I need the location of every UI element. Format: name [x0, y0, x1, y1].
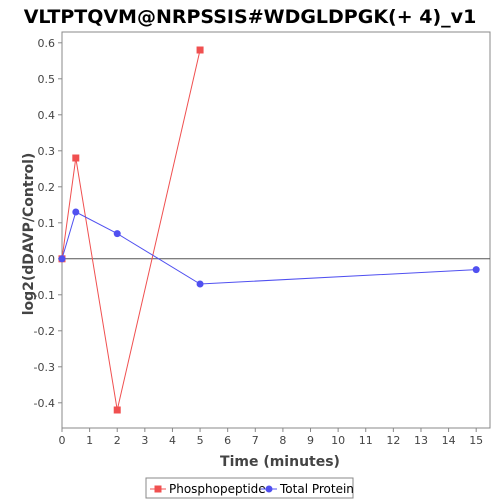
x-tick-label: 5 [197, 434, 204, 447]
x-tick-label: 3 [141, 434, 148, 447]
legend-marker-circle [265, 485, 273, 493]
legend-box [145, 477, 354, 499]
data-point-square [72, 154, 80, 162]
y-tick-label: 0.4 [38, 109, 56, 122]
x-tick-label: 0 [59, 434, 66, 447]
series-line-phosphopeptide [61, 49, 201, 411]
y-tick-label: 0.3 [38, 145, 56, 158]
x-tick-label: 9 [307, 434, 314, 447]
data-point-circle [472, 266, 480, 274]
x-tick-label: 11 [359, 434, 373, 447]
data-point-circle [113, 230, 121, 238]
legend-marker-square [154, 485, 162, 493]
x-tick-label: 15 [469, 434, 483, 447]
y-axis-ticks: -0.4 -0.3 -0.2 -0.1 0.0 0.1 0.2 0.3 0.4 0.5 0.6 [34, 37, 62, 410]
y-tick-label: 0.6 [38, 37, 56, 50]
data-point-square [196, 46, 204, 54]
legend-label: Phosphopeptide [169, 482, 266, 496]
data-series [58, 46, 480, 414]
data-point-circle [72, 208, 80, 216]
x-tick-label: 4 [169, 434, 176, 447]
y-tick-label: 0.5 [38, 73, 56, 86]
y-tick-label: -0.1 [34, 289, 55, 302]
chart-title: VLTPTQVM@NRPSSIS#WDGLDPGK(+ 4)_v1 [24, 6, 477, 28]
y-tick-label: -0.2 [34, 325, 55, 338]
y-tick-label: 0.2 [38, 181, 56, 194]
data-point-circle [58, 255, 66, 263]
y-tick-label: 0.0 [38, 253, 56, 266]
x-tick-label: 14 [442, 434, 456, 447]
x-tick-label: 6 [224, 434, 231, 447]
y-tick-label: -0.3 [34, 361, 55, 374]
x-tick-label: 1 [86, 434, 93, 447]
x-tick-label: 10 [331, 434, 345, 447]
x-tick-label: 2 [114, 434, 121, 447]
y-tick-label: -0.4 [34, 397, 55, 410]
legend: Phosphopeptide Total Protein [145, 477, 354, 499]
data-point-circle [196, 280, 204, 288]
x-axis-ticks: 0 1 2 3 4 5 6 7 8 9 10 11 12 13 14 15 [59, 428, 483, 447]
plot-area [61, 31, 491, 429]
y-axis-label: log2(dDAVP/Control) [21, 153, 37, 316]
y-tick-label: 0.1 [38, 217, 56, 230]
x-tick-label: 12 [386, 434, 400, 447]
x-tick-label: 7 [252, 434, 259, 447]
x-axis-label: Time (minutes) [220, 454, 340, 470]
x-tick-label: 8 [279, 434, 286, 447]
legend-label: Total Protein [279, 482, 354, 496]
x-tick-label: 13 [414, 434, 428, 447]
data-point-square [113, 406, 121, 414]
